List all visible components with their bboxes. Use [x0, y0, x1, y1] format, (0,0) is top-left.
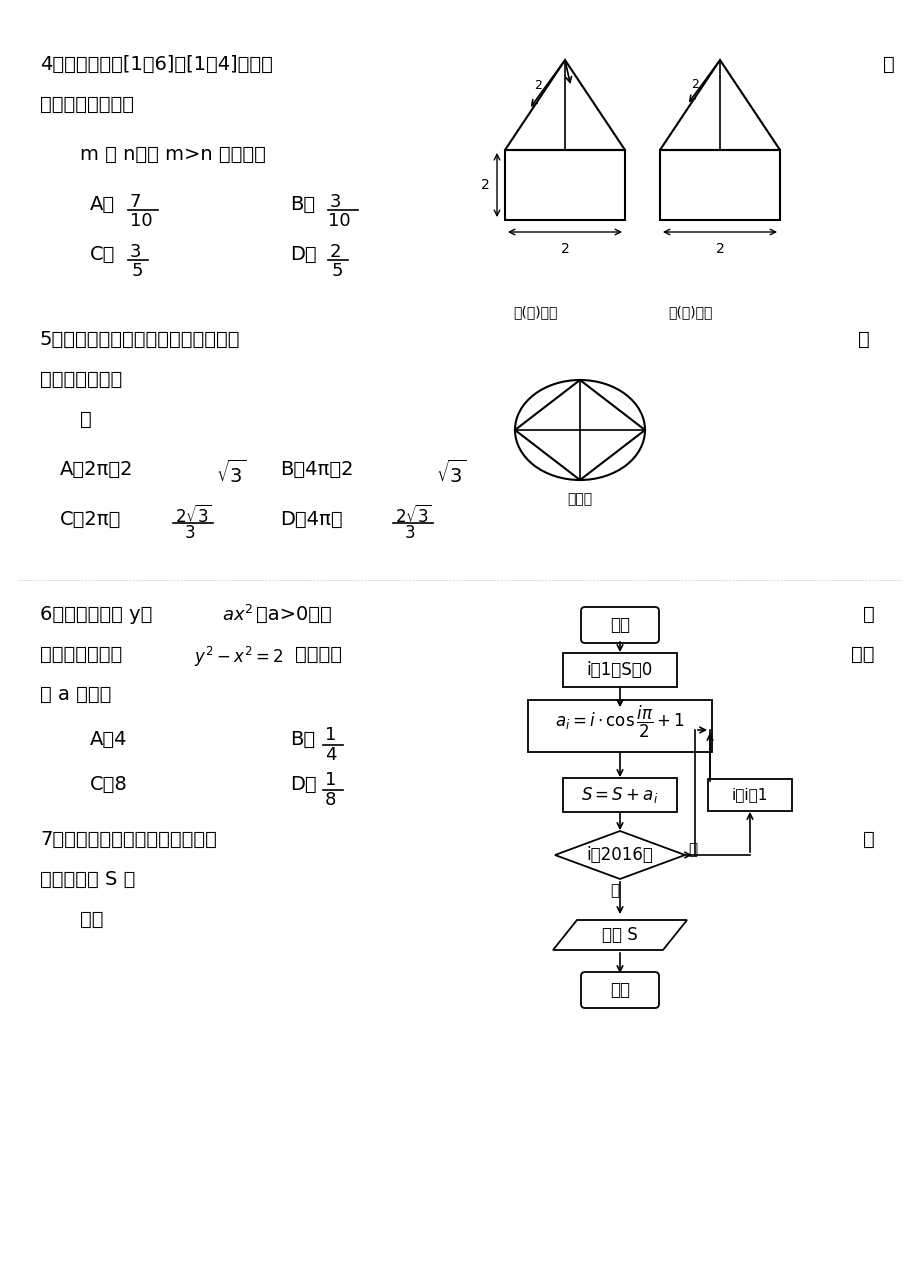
Text: 点恰好为双曲线: 点恰好为双曲线 [40, 645, 122, 664]
Text: m 和 n，则 m>n 的概率为: m 和 n，则 m>n 的概率为 [80, 145, 266, 164]
Text: 3: 3 [130, 243, 142, 261]
Text: $ax^2$: $ax^2$ [221, 605, 253, 626]
Text: D．: D． [289, 245, 316, 264]
Text: 则 a 的值为: 则 a 的值为 [40, 685, 111, 705]
Text: 2: 2 [330, 243, 341, 261]
Text: 俯视图: 俯视图 [567, 492, 592, 506]
Text: 6．已知抛物线 y＝: 6．已知抛物线 y＝ [40, 605, 153, 624]
Text: A．2π＋2: A．2π＋2 [60, 460, 133, 479]
Text: A．4: A．4 [90, 730, 128, 749]
Text: $y^2-x^2=2$: $y^2-x^2=2$ [194, 645, 283, 669]
Text: 开始: 开始 [609, 617, 630, 634]
Text: $2\sqrt{3}$: $2\sqrt{3}$ [175, 505, 211, 527]
FancyBboxPatch shape [562, 654, 676, 687]
Text: 为: 为 [80, 410, 92, 429]
Text: B．: B． [289, 730, 315, 749]
Text: 2: 2 [715, 242, 723, 256]
Text: B．: B． [289, 195, 315, 214]
Text: $S=S+a_i$: $S=S+a_i$ [581, 785, 658, 805]
Text: D．4π＋: D．4π＋ [279, 510, 342, 529]
Text: 3: 3 [330, 192, 341, 211]
Text: 结束: 结束 [609, 981, 630, 999]
Text: A．: A． [90, 195, 115, 214]
Text: 输出 S: 输出 S [601, 926, 637, 944]
Text: D．: D． [289, 775, 316, 794]
FancyBboxPatch shape [708, 778, 791, 812]
Text: C．2π＋: C．2π＋ [60, 510, 121, 529]
Text: 4．分别在区间[1，6]和[1，4]内任取: 4．分别在区间[1，6]和[1，4]内任取 [40, 55, 273, 74]
FancyBboxPatch shape [528, 699, 711, 752]
Text: 10: 10 [130, 211, 153, 231]
Polygon shape [554, 831, 685, 879]
Text: 2: 2 [690, 78, 698, 90]
Text: 的一个焦: 的一个焦 [295, 645, 342, 664]
Text: 点，: 点， [851, 645, 874, 664]
Text: 10: 10 [328, 211, 350, 231]
Text: $\sqrt{3}$: $\sqrt{3}$ [216, 460, 246, 487]
Text: 1: 1 [324, 726, 336, 744]
Text: 7．某程序框图如图所示，该程序: 7．某程序框图如图所示，该程序 [40, 829, 217, 848]
Text: $a_i = i \cdot \cos\dfrac{i\pi}{2}+1$: $a_i = i \cdot \cos\dfrac{i\pi}{2}+1$ [554, 705, 684, 740]
Text: 3: 3 [404, 524, 415, 541]
FancyBboxPatch shape [581, 606, 658, 643]
FancyBboxPatch shape [562, 778, 676, 812]
Text: 5．一空间几何体的三视图如图所示，: 5．一空间几何体的三视图如图所示， [40, 330, 240, 349]
Polygon shape [552, 920, 686, 950]
Text: 2: 2 [480, 178, 489, 192]
Text: i＝1，S＝0: i＝1，S＝0 [586, 661, 652, 679]
Text: 个实数，依次记为: 个实数，依次记为 [40, 96, 134, 113]
Text: 该几何体的体积: 该几何体的体积 [40, 369, 122, 389]
Text: 否: 否 [609, 883, 618, 898]
Text: 值是: 值是 [80, 910, 103, 929]
Text: 侧(左)视图: 侧(左)视图 [667, 304, 711, 318]
Text: 焦: 焦 [862, 605, 874, 624]
Text: 5: 5 [131, 262, 143, 280]
Text: i＜2016？: i＜2016？ [586, 846, 652, 864]
Text: 2: 2 [560, 242, 569, 256]
Text: C．: C． [90, 245, 115, 264]
Text: 1: 1 [324, 771, 336, 789]
Text: 行后输出的 S 的: 行后输出的 S 的 [40, 870, 135, 889]
Text: 2: 2 [534, 79, 541, 92]
Text: 一: 一 [882, 55, 894, 74]
Text: 4: 4 [324, 747, 336, 764]
Text: C．8: C．8 [90, 775, 128, 794]
Text: 5: 5 [332, 262, 343, 280]
Text: 7: 7 [130, 192, 142, 211]
Text: i＝i＋1: i＝i＋1 [731, 787, 767, 803]
Text: 正(主)视图: 正(主)视图 [512, 304, 557, 318]
FancyBboxPatch shape [581, 972, 658, 1008]
Text: 8: 8 [324, 791, 336, 809]
Text: 运: 运 [862, 829, 874, 848]
Text: （a>0）的: （a>0）的 [255, 605, 332, 624]
Text: $\sqrt{3}$: $\sqrt{3}$ [436, 460, 466, 487]
Text: $2\sqrt{3}$: $2\sqrt{3}$ [394, 505, 432, 527]
Text: 3: 3 [185, 524, 196, 541]
Text: B．4π＋2: B．4π＋2 [279, 460, 353, 479]
Text: 则: 则 [857, 330, 869, 349]
Text: 是: 是 [687, 842, 697, 857]
